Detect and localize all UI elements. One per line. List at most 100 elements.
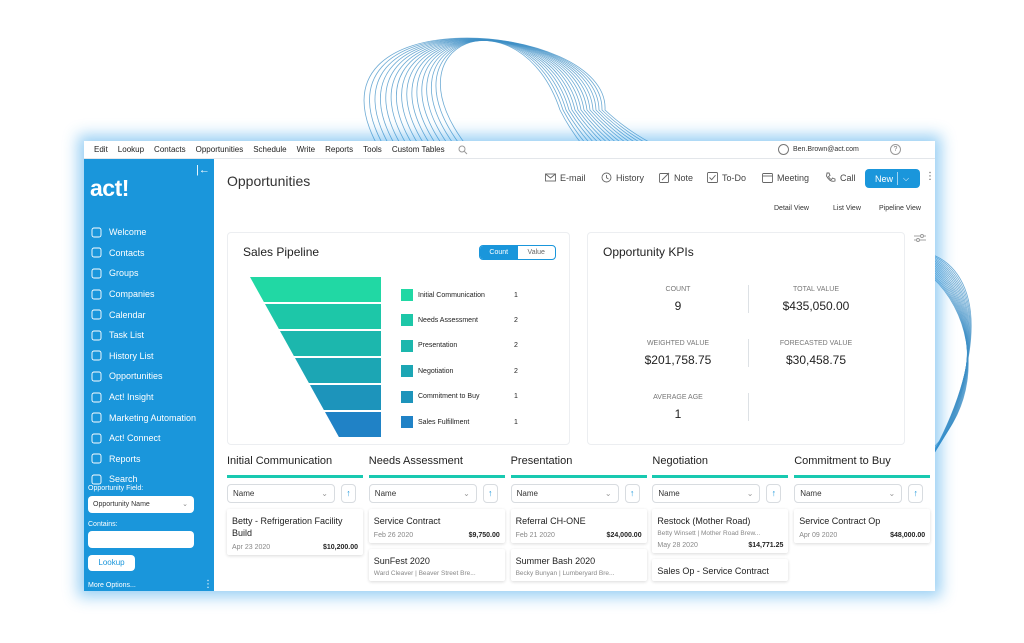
sidebar-item-act-insight[interactable]: Act! Insight	[84, 387, 214, 408]
arrow-up-icon: ↑	[488, 488, 493, 498]
history-icon	[91, 350, 102, 361]
sidebar-item-reports[interactable]: Reports	[84, 449, 214, 470]
opportunity-card[interactable]: Betty - Refrigeration Facility Build Apr …	[227, 509, 363, 555]
card-subtitle: Betty Winsett | Mother Road Brew...	[657, 530, 761, 537]
opportunity-card[interactable]: Restock (Mother Road) Betty Winsett | Mot…	[652, 509, 789, 553]
detail-view-link[interactable]: Detail View	[774, 205, 809, 212]
funnel-segment-2[interactable]	[280, 331, 381, 356]
funnel-segment-4[interactable]	[310, 385, 381, 410]
collapse-sidebar-icon[interactable]: |←	[196, 164, 210, 176]
menu-schedule[interactable]: Schedule	[253, 145, 287, 154]
funnel-segment-0[interactable]	[250, 277, 381, 302]
opportunity-card[interactable]: Summer Bash 2020 Becky Bunyan | Lumberyar…	[510, 549, 647, 581]
menu-bar: Edit Lookup Contacts Opportunities Sched…	[84, 141, 935, 159]
sort-direction-button[interactable]: ↑	[341, 484, 356, 503]
sidebar-item-contacts[interactable]: Contacts	[84, 243, 214, 264]
legend-item: Sales Fulfillment 1	[401, 416, 518, 428]
sort-direction-button[interactable]: ↑	[766, 484, 782, 503]
call-label: Call	[840, 172, 856, 183]
pipeline-column: Needs Assessment Name ⌄ ↑ Service Contract Fe…	[368, 455, 505, 581]
legend-item: Presentation 2	[401, 339, 518, 352]
sidebar-item-search[interactable]: Search	[84, 469, 214, 490]
legend-count: 2	[514, 342, 518, 350]
chevron-down-icon[interactable]: ⌵	[903, 173, 910, 183]
sort-direction-button[interactable]: ↑	[482, 484, 498, 503]
sidebar-item-opportunities[interactable]: Opportunities	[84, 366, 214, 387]
sidebar-item-act-connect[interactable]: Act! Connect	[84, 428, 214, 449]
meeting-action[interactable]: Meeting	[762, 172, 809, 183]
sidebar-item-label: Companies	[109, 289, 155, 300]
card-title: Summer Bash 2020	[515, 556, 596, 566]
sort-field-select[interactable]: Name ⌄	[652, 484, 761, 503]
sort-field-value: Name	[233, 489, 255, 498]
sidebar: |← act! Welcome Contacts Groups Companies Ca…	[84, 159, 214, 591]
menu-opportunities[interactable]: Opportunities	[195, 145, 244, 154]
new-button[interactable]: New ⌵	[865, 169, 920, 188]
history-action[interactable]: History	[601, 172, 644, 183]
email-action[interactable]: E-mail	[545, 172, 586, 183]
column-accent-bar	[227, 475, 363, 478]
card-footer: Apr 09 2020 $48,000.00	[799, 532, 925, 539]
sidebar-item-marketing-automation[interactable]: Marketing Automation	[84, 407, 214, 428]
todo-label: To-Do	[722, 172, 747, 183]
more-actions-icon[interactable]: ⋮	[925, 171, 935, 182]
search-icon[interactable]	[458, 145, 468, 155]
menu-tools[interactable]: Tools	[363, 145, 382, 154]
sort-direction-button[interactable]: ↑	[908, 484, 924, 503]
funnel-segment-1[interactable]	[265, 304, 381, 329]
more-options-link[interactable]: More Options...	[88, 582, 136, 589]
sort-field-select[interactable]: Name ⌄	[227, 484, 335, 503]
sort-field-select[interactable]: Name ⌄	[510, 484, 619, 503]
count-value-toggle: Count Value	[479, 245, 556, 260]
menu-contacts[interactable]: Contacts	[154, 145, 186, 154]
call-action[interactable]: Call	[825, 172, 856, 183]
sort-field-select[interactable]: Name ⌄	[368, 484, 477, 503]
sidebar-item-companies[interactable]: Companies	[84, 284, 214, 305]
opportunity-card[interactable]: SunFest 2020 Ward Cleaver | Beaver Street…	[368, 549, 505, 581]
contains-input[interactable]	[88, 531, 194, 548]
card-title: SunFest 2020	[373, 556, 430, 566]
opportunity-card[interactable]: Sales Op - Service Contract	[652, 559, 789, 581]
more-vertical-icon[interactable]: ⋮	[203, 579, 213, 590]
sidebar-item-groups[interactable]: Groups	[84, 263, 214, 284]
filter-settings-icon[interactable]	[914, 233, 926, 243]
note-action[interactable]: Note	[659, 172, 693, 183]
menu-reports[interactable]: Reports	[325, 145, 354, 154]
user-account[interactable]: Ben.Brown@act.com	[778, 144, 859, 155]
menu-custom-tables[interactable]: Custom Tables	[391, 145, 445, 154]
pipeline-column: Initial Communication Name ⌄ ↑ Betty - Refri…	[227, 455, 363, 555]
opportunity-card[interactable]: Service Contract Op Apr 09 2020 $48,000.00	[794, 509, 931, 543]
sidebar-item-history-list[interactable]: History List	[84, 346, 214, 367]
sidebar-item-label: Act! Connect	[109, 433, 161, 444]
lookup-button[interactable]: Lookup	[88, 555, 135, 571]
opportunity-field-select[interactable]: Opportunity Name ⌄	[88, 496, 194, 513]
pipeline-view-link[interactable]: Pipeline View	[879, 205, 921, 212]
sort-field-select[interactable]: Name ⌄	[794, 484, 903, 503]
list-view-link[interactable]: List View	[833, 205, 861, 212]
sidebar-item-welcome[interactable]: Welcome	[84, 222, 214, 243]
sort-field-value: Name	[800, 489, 822, 498]
sidebar-item-calendar[interactable]: Calendar	[84, 304, 214, 325]
sidebar-item-task-list[interactable]: Task List	[84, 325, 214, 346]
card-date: Apr 09 2020	[799, 532, 838, 539]
opportunity-card[interactable]: Referral CH-ONE Feb 21 2020 $24,000.00	[510, 509, 647, 543]
column-title: Presentation	[510, 455, 573, 467]
sales-pipeline-panel: Sales Pipeline Count Value Initial Commu…	[227, 232, 570, 445]
column-sort-controls: Name ⌄ ↑	[227, 484, 363, 503]
funnel-segment-3[interactable]	[295, 358, 381, 383]
help-icon[interactable]: ?	[890, 144, 901, 155]
reports-icon	[91, 453, 102, 464]
menu-lookup[interactable]: Lookup	[117, 145, 145, 154]
todo-action[interactable]: To-Do	[707, 172, 746, 183]
email-label: E-mail	[560, 172, 586, 183]
menu-write[interactable]: Write	[296, 145, 316, 154]
count-toggle-button[interactable]: Count	[480, 246, 518, 259]
note-label: Note	[674, 172, 694, 183]
phone-icon	[826, 172, 836, 182]
menu-edit[interactable]: Edit	[94, 145, 108, 154]
sort-direction-button[interactable]: ↑	[624, 484, 640, 503]
column-title: Commitment to Buy	[794, 455, 891, 467]
funnel-segment-5[interactable]	[325, 412, 381, 437]
opportunity-card[interactable]: Service Contract Feb 26 2020 $9,750.00	[368, 509, 505, 543]
value-toggle-button[interactable]: Value	[527, 249, 545, 256]
